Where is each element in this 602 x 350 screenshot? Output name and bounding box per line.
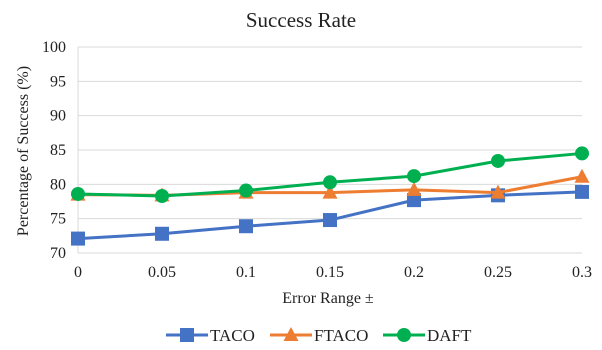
x-tick-label: 0.25	[484, 264, 512, 281]
data-point	[407, 169, 421, 184]
data-point	[323, 213, 337, 228]
data-point	[575, 184, 589, 199]
data-point	[155, 226, 169, 241]
legend: TACO FTACO DAFT	[166, 326, 472, 345]
legend-label: DAFT	[427, 326, 472, 345]
data-point	[406, 181, 422, 196]
x-tick-label: 0.05	[148, 264, 176, 281]
y-tick-label: 95	[50, 73, 66, 90]
x-tick-label: 0.2	[404, 264, 424, 281]
legend-marker	[180, 328, 194, 342]
series-daft	[71, 146, 589, 204]
legend-label: TACO	[210, 326, 255, 345]
y-axis-ticks: 70 75 80 85 90 95 100	[42, 39, 66, 262]
legend-item-taco: TACO	[166, 326, 255, 345]
data-point	[239, 219, 253, 234]
y-tick-label: 80	[50, 176, 66, 193]
legend-item-daft: DAFT	[383, 326, 472, 345]
data-point	[407, 193, 421, 208]
data-point	[71, 231, 85, 246]
data-point	[574, 168, 590, 183]
x-tick-label: 0.1	[236, 264, 256, 281]
data-point	[323, 175, 337, 190]
y-tick-label: 70	[50, 245, 66, 262]
data-point	[322, 184, 338, 199]
y-tick-label: 85	[50, 142, 66, 159]
x-axis-ticks: 0 0.05 0.1 0.15 0.2 0.25 0.3	[74, 264, 592, 281]
x-axis-label: Error Range ±	[282, 290, 374, 307]
y-axis-label: Percentage of Success (%)	[15, 66, 32, 236]
x-tick-label: 0.3	[572, 264, 592, 281]
data-point	[71, 186, 85, 201]
legend-label: FTACO	[314, 326, 368, 345]
y-tick-label: 75	[50, 211, 66, 228]
x-tick-label: 0.15	[316, 264, 344, 281]
data-point	[575, 146, 589, 161]
series-group	[70, 146, 590, 246]
data-point	[239, 183, 253, 198]
x-tick-label: 0	[74, 264, 82, 281]
y-tick-label: 90	[50, 108, 66, 125]
data-point	[491, 153, 505, 168]
legend-marker	[397, 328, 411, 342]
data-point	[155, 189, 169, 204]
legend-item-ftaco: FTACO	[270, 326, 368, 345]
chart-title: Success Rate	[246, 8, 356, 32]
y-tick-label: 100	[42, 39, 66, 56]
legend-marker	[283, 327, 299, 341]
data-point	[490, 184, 506, 199]
